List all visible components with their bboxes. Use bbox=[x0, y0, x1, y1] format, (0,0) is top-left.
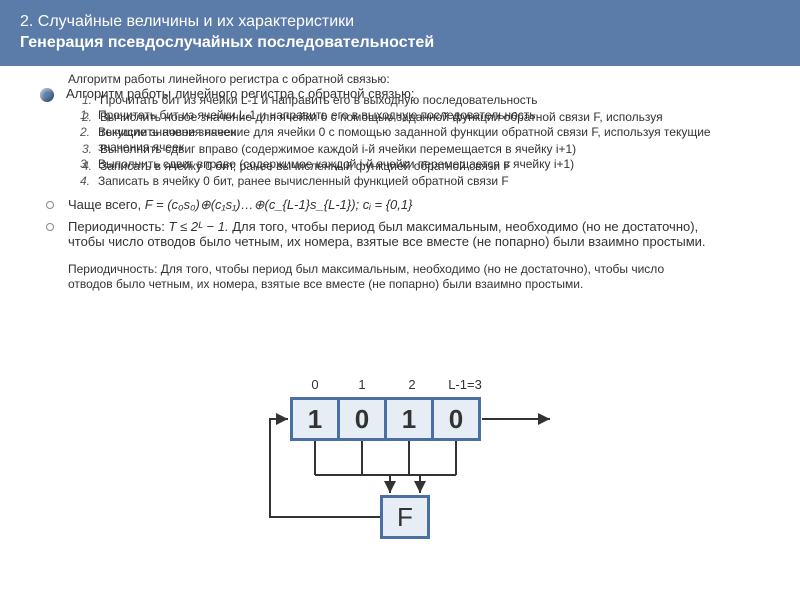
bullet2-formula: F = (c₀s₀)⊕(c₁s₁)…⊕(c_{L-1}s_{L-1}); cᵢ … bbox=[145, 197, 413, 212]
slide-content: Алгоритм работы линейного регистра с обр… bbox=[0, 66, 800, 249]
bullet-2: Чаще всего, F = (c₀s₀)⊕(c₁s₁)…⊕(c_{L-1}s… bbox=[40, 197, 760, 213]
overlay-bullet3: Периодичность: Для того, чтобы период бы… bbox=[68, 262, 708, 292]
bullet2-label: Чаще всего, bbox=[68, 197, 141, 212]
overlay-main: Алгоритм работы линейного регистра с обр… bbox=[42, 72, 702, 182]
header-line1: 2. Случайные величины и их характеристик… bbox=[20, 12, 780, 33]
header-line2: Генерация псевдослучайных последовательн… bbox=[20, 33, 780, 54]
wires-svg bbox=[250, 375, 610, 565]
bullet-icon-small bbox=[46, 223, 54, 231]
lfsr-diagram: 0 1 2 L-1=3 1 0 1 0 F bbox=[250, 375, 610, 565]
bullet3-label: Периодичность: bbox=[68, 219, 165, 234]
bullet3-formula: T ≤ 2ᴸ − 1. bbox=[169, 219, 229, 234]
bullet-3: Периодичность: T ≤ 2ᴸ − 1. Для того, что… bbox=[40, 219, 760, 249]
slide-header: 2. Случайные величины и их характеристик… bbox=[0, 0, 800, 66]
bullet-icon-small bbox=[46, 201, 54, 209]
